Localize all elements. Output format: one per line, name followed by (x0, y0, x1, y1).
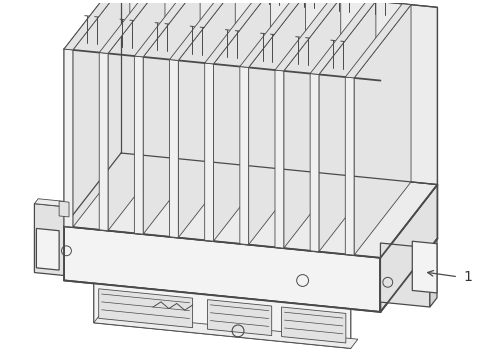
Polygon shape (59, 201, 69, 217)
Polygon shape (345, 77, 354, 255)
Polygon shape (412, 241, 437, 293)
Polygon shape (345, 4, 411, 78)
Polygon shape (178, 0, 235, 238)
Polygon shape (205, 63, 214, 241)
Polygon shape (275, 70, 284, 248)
Polygon shape (134, 0, 200, 57)
Polygon shape (380, 185, 438, 312)
Polygon shape (248, 0, 306, 245)
Polygon shape (94, 283, 351, 348)
Polygon shape (64, 0, 130, 50)
Polygon shape (108, 0, 165, 231)
Polygon shape (64, 0, 121, 226)
Polygon shape (319, 1, 376, 252)
Polygon shape (143, 0, 200, 234)
Polygon shape (170, 0, 235, 60)
Polygon shape (170, 59, 178, 238)
Polygon shape (73, 0, 130, 227)
Polygon shape (64, 153, 438, 258)
Polygon shape (310, 0, 376, 75)
Polygon shape (240, 0, 306, 67)
Polygon shape (380, 243, 430, 307)
Polygon shape (94, 314, 358, 348)
Polygon shape (214, 0, 270, 241)
Polygon shape (282, 307, 346, 343)
Polygon shape (64, 49, 73, 227)
Polygon shape (64, 226, 380, 312)
Polygon shape (275, 0, 341, 71)
Polygon shape (99, 53, 108, 231)
Polygon shape (99, 0, 165, 53)
Polygon shape (310, 73, 319, 252)
Polygon shape (34, 199, 68, 207)
Polygon shape (284, 0, 341, 248)
Polygon shape (134, 56, 143, 234)
Polygon shape (240, 67, 248, 245)
Polygon shape (207, 300, 271, 336)
Polygon shape (98, 289, 193, 328)
Polygon shape (36, 229, 59, 270)
Text: 1: 1 (463, 270, 472, 284)
Polygon shape (354, 5, 411, 255)
Polygon shape (34, 204, 64, 275)
Polygon shape (121, 0, 438, 185)
Polygon shape (430, 239, 437, 307)
Polygon shape (205, 0, 270, 64)
